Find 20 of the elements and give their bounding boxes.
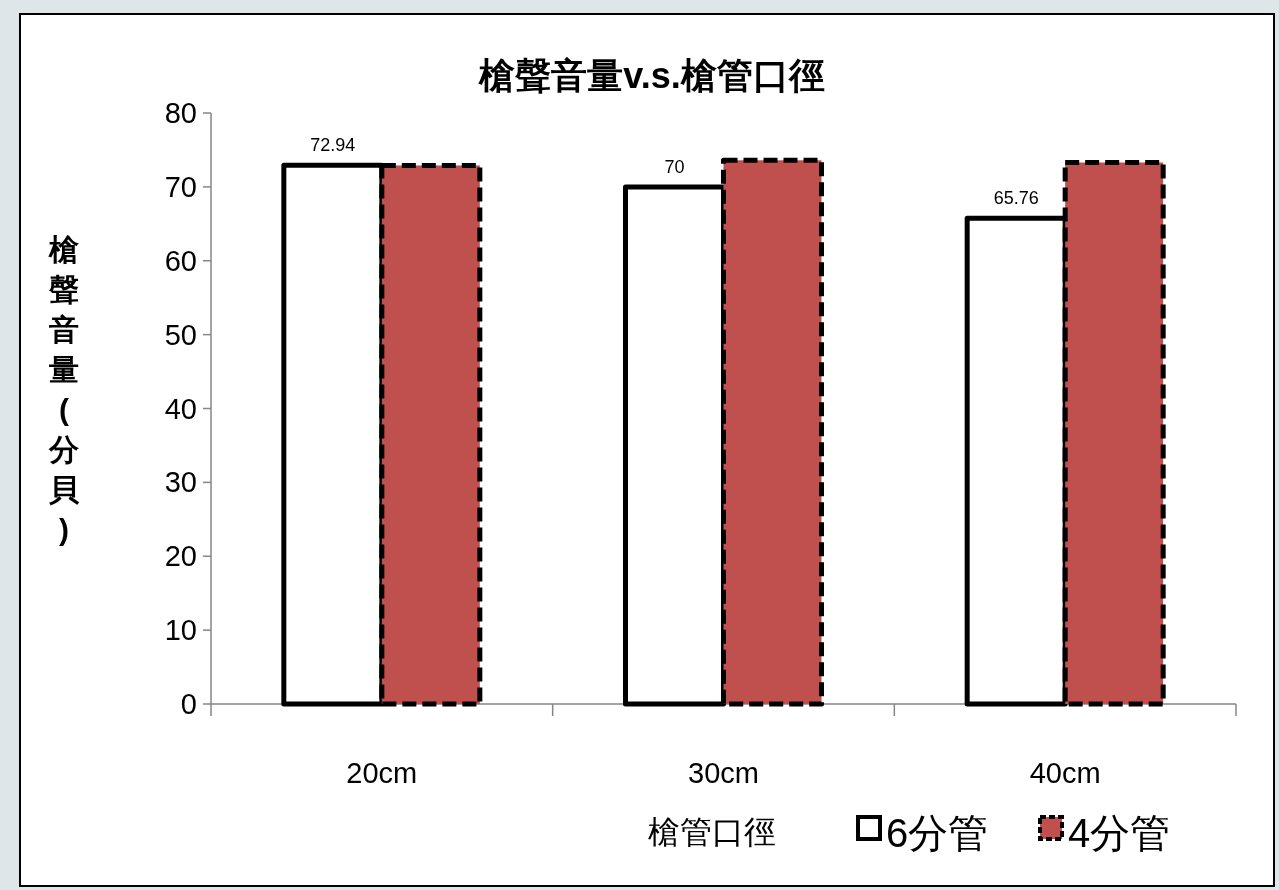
y-tick-label: 40 <box>164 392 197 425</box>
y-tick-label: 70 <box>164 170 197 203</box>
y-tick-label: 50 <box>164 318 197 351</box>
x-axis-title: 槍管口徑 <box>648 814 776 850</box>
x-tick-label: 20cm <box>346 757 418 789</box>
x-tick-label: 40cm <box>1029 757 1101 789</box>
data-label: 72.94 <box>310 135 356 156</box>
y-tick-label: 60 <box>164 244 197 277</box>
y-axis-title: 槍聲音量(分貝) <box>48 233 80 546</box>
y-tick-label: 80 <box>164 97 197 129</box>
y-tick-label: 30 <box>164 466 197 499</box>
y-tick-label: 20 <box>164 540 197 573</box>
legend-label: 4分管 <box>1068 811 1171 855</box>
y-tick-label: 10 <box>164 614 197 647</box>
y-tick-label: 0 <box>180 688 197 720</box>
data-label: 65.76 <box>993 188 1039 209</box>
legend-label: 6分管 <box>886 811 989 855</box>
chart-title: 槍聲音量v.s.槍管口徑 <box>478 55 825 96</box>
data-label: 70 <box>664 156 685 177</box>
x-tick-label: 30cm <box>688 757 759 789</box>
